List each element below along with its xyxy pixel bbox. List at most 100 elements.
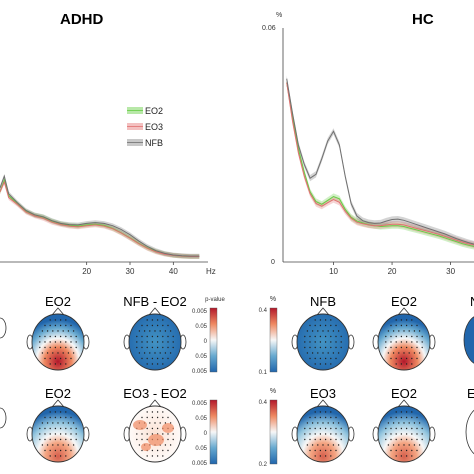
electrode	[151, 363, 154, 365]
electrode	[314, 455, 316, 457]
colorbar-ticks: 0.005 0.05 0 0.05 0.005	[192, 309, 208, 375]
electrode	[62, 444, 64, 446]
electrode	[418, 352, 421, 354]
hc-title: HC	[412, 11, 434, 28]
electrode	[156, 357, 159, 360]
electrode	[340, 341, 342, 343]
electrode	[59, 335, 62, 338]
electrode	[400, 455, 403, 457]
electrode	[395, 357, 397, 360]
electrode	[411, 363, 413, 365]
electrode	[400, 427, 403, 430]
electrode	[41, 330, 44, 332]
adhd-spectrum-plot: 20 30 40 Hz	[0, 173, 216, 276]
electrode	[411, 455, 413, 457]
electrode	[59, 433, 62, 435]
electrode	[49, 346, 51, 349]
significance-blob	[133, 420, 147, 430]
electrode	[322, 444, 324, 446]
electrode	[314, 357, 316, 360]
hc-spectrum-plot: % 0.06 0 10 20 30	[262, 12, 474, 276]
electrode	[59, 324, 62, 327]
electrode	[322, 330, 324, 332]
electrode	[337, 422, 340, 424]
electrode	[169, 352, 172, 354]
electrode	[151, 416, 154, 419]
electrode	[54, 324, 57, 327]
electrode	[324, 319, 327, 321]
electrode	[54, 357, 57, 360]
electrode	[416, 324, 418, 327]
electrode	[311, 330, 314, 332]
electrode	[400, 449, 403, 452]
electrode	[317, 352, 319, 354]
electrode	[54, 346, 57, 349]
electrode	[416, 335, 418, 338]
electrode	[164, 352, 167, 354]
x-tick-label: 40	[169, 267, 178, 276]
electrode	[70, 438, 72, 441]
colorbar-tick: 0.005	[192, 401, 208, 407]
adhd-lines	[0, 174, 200, 257]
electrode	[324, 363, 327, 365]
series-line-eo2	[286, 82, 474, 247]
electrode	[65, 346, 67, 349]
electrode	[141, 357, 143, 360]
electrode	[405, 357, 408, 360]
scalp	[128, 313, 182, 371]
electrode	[46, 330, 49, 332]
electrode	[319, 363, 322, 365]
electrode	[162, 455, 164, 457]
topomap-label-partial: N	[470, 294, 474, 309]
electrode	[317, 330, 319, 332]
electrode	[335, 416, 337, 419]
electrode	[314, 341, 316, 343]
electrode	[44, 346, 46, 349]
electrode	[319, 411, 322, 413]
scalp	[31, 313, 85, 371]
electrode	[41, 444, 44, 446]
electrode	[162, 357, 164, 360]
electrode	[324, 438, 327, 441]
electrode	[314, 433, 316, 435]
electrode	[70, 449, 72, 452]
electrode	[57, 444, 59, 446]
electrode	[405, 363, 408, 365]
electrode	[340, 335, 342, 338]
electrode	[39, 427, 41, 430]
electrode	[146, 335, 148, 338]
electrode	[309, 346, 311, 349]
legend-label-eo2: EO2	[145, 106, 163, 116]
electrode	[330, 357, 332, 360]
electrode	[72, 330, 75, 332]
electrode	[136, 433, 138, 435]
topomap-label-partial: E	[467, 386, 474, 401]
electrode	[400, 433, 403, 435]
electrode	[335, 438, 337, 441]
electrode	[395, 438, 397, 441]
topomap-label: EO2	[45, 294, 71, 309]
electrode	[416, 449, 418, 452]
electrode	[65, 438, 67, 441]
electrode	[314, 411, 316, 413]
electrode	[146, 341, 148, 343]
electrode	[146, 416, 148, 419]
electrode	[403, 444, 405, 446]
electrode	[70, 416, 72, 419]
hc-y-tick-max: 0.06	[262, 25, 276, 32]
nose	[397, 399, 411, 408]
electrode	[154, 422, 156, 424]
electrode	[405, 427, 408, 430]
hc-y-unit: %	[276, 12, 282, 19]
scalp	[296, 405, 350, 463]
colorbar-tick: 0.05	[195, 324, 207, 330]
colorbar-ticks: 0.005 0.05 0 0.05 0.005	[192, 401, 208, 467]
electrode	[167, 433, 169, 435]
electrode	[149, 330, 151, 332]
electrode	[75, 433, 77, 435]
electrode	[70, 341, 72, 343]
electrode	[395, 335, 397, 338]
electrode	[156, 455, 159, 457]
electrode	[332, 422, 335, 424]
electrode	[151, 427, 154, 430]
